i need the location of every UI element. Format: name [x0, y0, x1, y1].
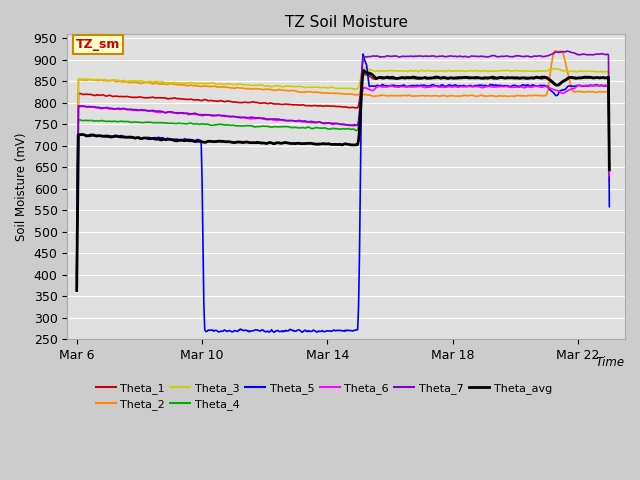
- Theta_2: [314, 89, 321, 95]
- Theta_1: [388, 75, 396, 81]
- Theta_4: [475, 74, 483, 80]
- Line: Theta_2: Theta_2: [77, 51, 609, 263]
- Theta_6: [210, 113, 218, 119]
- Theta_5: [315, 328, 323, 334]
- Theta_6: [429, 84, 436, 89]
- Theta_5: [167, 137, 175, 143]
- Theta_avg: [388, 75, 396, 81]
- Theta_4: [388, 75, 396, 81]
- Line: Theta_1: Theta_1: [77, 74, 609, 270]
- Theta_avg: [167, 137, 175, 143]
- Theta_4: [360, 71, 368, 76]
- Theta_1: [605, 168, 613, 173]
- Theta_3: [388, 68, 396, 73]
- Theta_6: [474, 84, 481, 89]
- Theta_7: [167, 109, 175, 115]
- Theta_3: [605, 162, 613, 168]
- Theta_4: [605, 167, 613, 173]
- Theta_7: [429, 53, 436, 59]
- Theta_6: [387, 83, 394, 89]
- Theta_3: [73, 261, 81, 266]
- Theta_6: [600, 82, 608, 88]
- Theta_2: [167, 81, 175, 86]
- Theta_avg: [314, 142, 321, 147]
- Line: Theta_3: Theta_3: [77, 68, 609, 264]
- Theta_2: [387, 93, 394, 98]
- Theta_7: [73, 273, 81, 279]
- Theta_1: [360, 71, 368, 77]
- Theta_3: [429, 68, 437, 74]
- Theta_3: [475, 68, 483, 74]
- Theta_7: [314, 120, 321, 125]
- Theta_1: [73, 267, 81, 273]
- Theta_4: [314, 125, 321, 131]
- Theta_7: [564, 48, 572, 54]
- Line: Theta_6: Theta_6: [77, 85, 609, 276]
- Theta_avg: [429, 75, 437, 81]
- Theta_5: [388, 83, 396, 88]
- Theta_7: [605, 150, 613, 156]
- Theta_avg: [73, 288, 81, 293]
- Title: TZ Soil Moisture: TZ Soil Moisture: [285, 15, 408, 30]
- Theta_3: [210, 80, 218, 86]
- Theta_5: [270, 329, 278, 335]
- Theta_5: [210, 328, 218, 334]
- Theta_6: [314, 120, 321, 125]
- Theta_2: [551, 48, 559, 54]
- Line: Theta_5: Theta_5: [77, 54, 609, 332]
- Theta_1: [314, 103, 321, 108]
- Theta_5: [605, 204, 613, 210]
- Theta_6: [605, 173, 613, 179]
- Theta_3: [314, 84, 321, 90]
- Theta_1: [475, 75, 483, 81]
- Theta_2: [210, 83, 218, 89]
- Theta_5: [359, 51, 367, 57]
- Line: Theta_7: Theta_7: [77, 51, 609, 276]
- Theta_2: [429, 93, 436, 99]
- Theta_1: [429, 75, 437, 81]
- Theta_7: [387, 53, 394, 59]
- Theta_4: [429, 75, 437, 81]
- Theta_4: [210, 122, 218, 128]
- Theta_avg: [605, 167, 613, 173]
- Theta_1: [167, 96, 175, 102]
- Theta_1: [210, 98, 218, 104]
- Theta_4: [167, 120, 175, 126]
- Theta_avg: [210, 139, 218, 144]
- Theta_5: [430, 83, 438, 88]
- Theta_avg: [360, 68, 368, 73]
- Line: Theta_4: Theta_4: [77, 73, 609, 283]
- Theta_6: [167, 109, 175, 115]
- Theta_7: [210, 112, 218, 118]
- Theta_3: [167, 80, 175, 86]
- Theta_5: [73, 236, 81, 242]
- Theta_avg: [475, 75, 483, 81]
- Theta_4: [73, 280, 81, 286]
- Text: Time: Time: [596, 356, 625, 369]
- Line: Theta_avg: Theta_avg: [77, 71, 609, 290]
- Theta_6: [73, 274, 81, 279]
- Legend: Theta_1, Theta_2, Theta_3, Theta_4, Theta_5, Theta_6, Theta_7, Theta_avg: Theta_1, Theta_2, Theta_3, Theta_4, Thet…: [92, 378, 556, 415]
- Theta_7: [474, 54, 481, 60]
- Y-axis label: Soil Moisture (mV): Soil Moisture (mV): [15, 132, 28, 241]
- Theta_5: [476, 82, 483, 88]
- Theta_3: [361, 65, 369, 71]
- Text: TZ_sm: TZ_sm: [76, 38, 120, 51]
- Theta_2: [474, 94, 481, 99]
- Theta_2: [73, 260, 81, 266]
- Theta_2: [605, 178, 613, 184]
